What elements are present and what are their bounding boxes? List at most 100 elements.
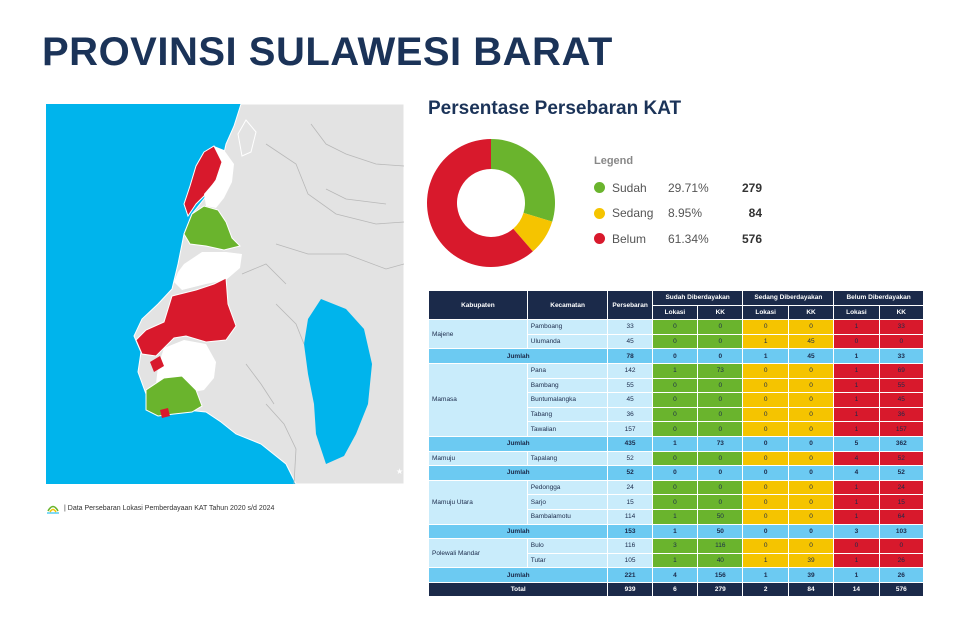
table-row: Polewali Mandar Bulo 116 3 116 0 0 0 0 bbox=[428, 538, 925, 569]
kecamatan-cell: Tapalang bbox=[526, 450, 609, 467]
header-kk: KK bbox=[878, 304, 925, 321]
value-cell: 0 bbox=[878, 333, 925, 350]
value-cell: 0 bbox=[787, 435, 835, 452]
value-cell: 157 bbox=[878, 421, 925, 437]
jumlah-label: Jumlah bbox=[427, 567, 609, 583]
value-cell: 1 bbox=[742, 333, 789, 350]
persebaran-cell: 36 bbox=[607, 406, 653, 423]
kecamatan-cell: Tutar bbox=[526, 552, 609, 569]
value-cell: 0 bbox=[651, 406, 699, 423]
persebaran-cell: 55 bbox=[607, 377, 653, 394]
value-cell: 0 bbox=[697, 333, 744, 350]
source-text: | Data Persebaran Lokasi Pemberdayaan KA… bbox=[64, 504, 275, 512]
province-map: ★ bbox=[46, 104, 404, 484]
jumlah-label: Jumlah bbox=[427, 435, 609, 452]
jumlah-row: Jumlah 153 1 50 0 0 3 103 bbox=[427, 523, 925, 540]
kecamatan-cell: Pedongga bbox=[526, 479, 609, 496]
value-cell: 0 bbox=[787, 319, 835, 335]
value-cell: 0 bbox=[742, 362, 789, 379]
value-cell: 73 bbox=[697, 435, 744, 452]
value-cell: 33 bbox=[878, 319, 925, 335]
value-cell: 4 bbox=[833, 450, 880, 467]
table-row: Buntumalangka 45 0 0 0 0 1 45 bbox=[429, 392, 925, 408]
value-cell: 1 bbox=[833, 392, 880, 408]
ministry-logo-icon bbox=[47, 505, 59, 514]
value-cell: 0 bbox=[742, 406, 789, 423]
kecamatan-cell: Pamboang bbox=[526, 319, 609, 335]
persebaran-cell: 33 bbox=[607, 319, 653, 335]
header-kk: KK bbox=[697, 304, 744, 321]
value-cell: 0 bbox=[742, 450, 789, 467]
value-cell: 0 bbox=[651, 333, 699, 350]
value-cell: 0 bbox=[787, 450, 835, 467]
value-cell: 0 bbox=[742, 494, 789, 510]
table-row: Sarjo 15 0 0 0 0 1 15 bbox=[429, 494, 925, 510]
value-cell: 0 bbox=[651, 392, 699, 408]
value-cell: 69 bbox=[878, 362, 925, 379]
value-cell: 1 bbox=[833, 377, 880, 394]
persebaran-cell: 435 bbox=[607, 435, 653, 452]
table-row: Mamuju Utara Pedongga 24 0 0 0 0 1 24 bbox=[428, 479, 925, 525]
value-cell: 0 bbox=[651, 494, 699, 510]
value-cell: 52 bbox=[878, 465, 925, 481]
value-cell: 2 bbox=[742, 581, 789, 598]
compass-icon: ★ bbox=[396, 467, 403, 476]
legend-title: Legend bbox=[594, 155, 634, 167]
value-cell: 45 bbox=[787, 348, 835, 364]
value-cell: 0 bbox=[697, 494, 744, 510]
value-cell: 84 bbox=[787, 581, 835, 598]
kecamatan-cell: Bambalamotu bbox=[526, 508, 609, 525]
kabupaten-cell: Polewali Mandar bbox=[428, 538, 528, 569]
legend-kk: 576 bbox=[741, 231, 762, 246]
value-cell: 0 bbox=[742, 392, 789, 408]
persebaran-cell: 78 bbox=[607, 348, 653, 364]
value-cell: 64 bbox=[878, 508, 925, 525]
kat-table: Kabupaten Kecamatan Persebaran Sudah Dib… bbox=[427, 289, 925, 598]
persebaran-cell: 15 bbox=[607, 494, 653, 510]
district-borders bbox=[241, 123, 404, 484]
slice-sudah bbox=[491, 139, 555, 222]
persebaran-cell: 153 bbox=[607, 523, 653, 540]
persebaran-cell: 142 bbox=[607, 362, 653, 379]
persebaran-cell: 116 bbox=[607, 538, 653, 554]
persebaran-cell: 24 bbox=[607, 479, 653, 496]
value-cell: 0 bbox=[742, 319, 789, 335]
legend-percent: 61.34% bbox=[668, 231, 709, 246]
value-cell: 0 bbox=[833, 333, 880, 350]
value-cell: 0 bbox=[697, 450, 744, 467]
value-cell: 0 bbox=[787, 465, 835, 481]
kecamatan-cell: Pana bbox=[526, 362, 609, 379]
persebaran-cell: 105 bbox=[607, 552, 653, 569]
jumlah-row: Jumlah 221 4 156 1 39 1 26 bbox=[427, 567, 925, 583]
value-cell: 33 bbox=[878, 348, 925, 364]
value-cell: 0 bbox=[651, 377, 699, 394]
value-cell: 0 bbox=[651, 421, 699, 437]
value-cell: 52 bbox=[878, 450, 925, 467]
value-cell: 0 bbox=[742, 538, 789, 554]
value-cell: 0 bbox=[787, 421, 835, 437]
jumlah-row: Jumlah 52 0 0 0 0 4 52 bbox=[427, 465, 925, 481]
value-cell: 1 bbox=[742, 567, 789, 583]
header-persebaran: Persebaran bbox=[607, 289, 653, 321]
legend-item-sudah: Sudah 29.71% 279 bbox=[594, 175, 762, 201]
value-cell: 1 bbox=[651, 523, 699, 540]
value-cell: 362 bbox=[878, 435, 925, 452]
header-lokasi: Lokasi bbox=[833, 304, 880, 321]
legend: Legend Sudah 29.71% 279 Sedang 8.95% 84 … bbox=[594, 155, 762, 252]
jumlah-label: Jumlah bbox=[427, 348, 609, 364]
value-cell: 0 bbox=[787, 508, 835, 525]
region-red-south bbox=[160, 408, 170, 418]
value-cell: 45 bbox=[787, 333, 835, 350]
legend-dot-icon bbox=[594, 207, 605, 219]
value-cell: 0 bbox=[878, 538, 925, 554]
value-cell: 6 bbox=[651, 581, 699, 598]
value-cell: 279 bbox=[697, 581, 744, 598]
value-cell: 1 bbox=[651, 362, 699, 379]
value-cell: 0 bbox=[787, 362, 835, 379]
jumlah-row: Jumlah 78 0 0 1 45 1 33 bbox=[427, 348, 925, 364]
persebaran-cell: 45 bbox=[607, 392, 653, 408]
value-cell: 45 bbox=[878, 392, 925, 408]
value-cell: 0 bbox=[651, 348, 699, 364]
kabupaten-cell: Mamasa bbox=[428, 362, 528, 437]
value-cell: 26 bbox=[878, 552, 925, 569]
